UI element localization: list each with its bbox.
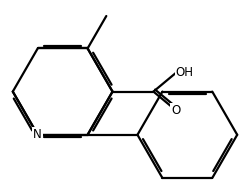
Text: OH: OH: [176, 66, 194, 79]
Text: O: O: [171, 104, 180, 117]
Text: N: N: [33, 128, 42, 141]
